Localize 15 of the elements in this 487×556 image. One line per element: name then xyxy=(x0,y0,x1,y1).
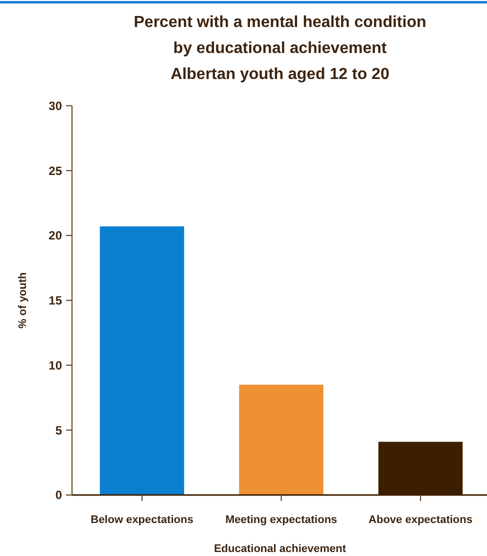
y-tick-label: 25 xyxy=(48,164,62,178)
chart-title: Percent with a mental health condition by educational achievement Albertan youth aged 12 to 20 xyxy=(134,14,426,83)
x-tick-label: Meeting expectations xyxy=(225,514,338,526)
y-tick-label: 5 xyxy=(55,423,62,438)
y-tick-label: 15 xyxy=(48,294,62,308)
bar xyxy=(100,226,184,495)
y-tick-label: 10 xyxy=(48,358,62,372)
y-axis-title: % of youth xyxy=(17,272,29,328)
x-axis-title: Educational achievement xyxy=(214,543,346,555)
x-tick-label: Below expectations xyxy=(90,514,194,526)
y-tick-label: 30 xyxy=(48,98,62,113)
bar xyxy=(239,384,324,495)
y-tick-label: 20 xyxy=(48,228,62,243)
x-tick-label: Above expectations xyxy=(368,514,472,526)
y-tick-label: 0 xyxy=(55,488,62,502)
